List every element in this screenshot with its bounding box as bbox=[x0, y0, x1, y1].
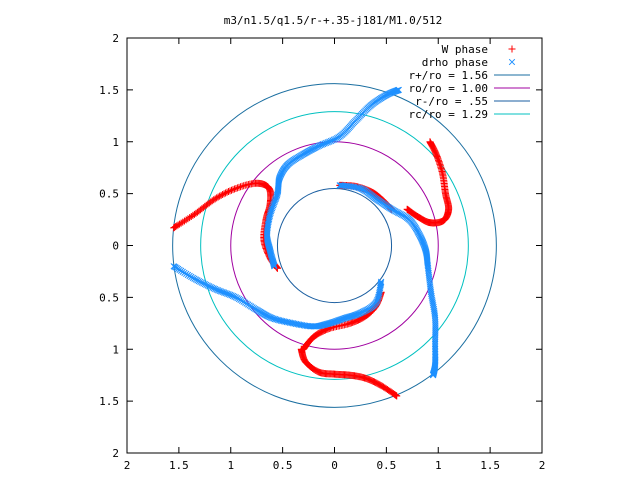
legend-label: r-/ro = .55 bbox=[415, 95, 488, 108]
data-point bbox=[273, 264, 281, 272]
legend-label: r+/ro = 1.56 bbox=[409, 69, 488, 82]
data-point bbox=[237, 183, 245, 191]
data-point bbox=[429, 372, 437, 379]
legend-label: W phase bbox=[442, 43, 488, 56]
data-point bbox=[330, 136, 338, 143]
circle-r-ro-55 bbox=[276, 187, 393, 304]
data-point bbox=[227, 186, 235, 194]
data-point bbox=[219, 191, 227, 199]
data-point bbox=[197, 278, 204, 286]
y-tick-label: 2 bbox=[112, 447, 119, 460]
data-point bbox=[350, 312, 357, 319]
legend-sample bbox=[508, 45, 516, 53]
data-point bbox=[229, 186, 237, 194]
legend-label: ro/ro = 1.00 bbox=[409, 82, 488, 95]
data-point bbox=[226, 187, 234, 195]
circle-r-ro-1-56 bbox=[172, 83, 497, 408]
data-point bbox=[232, 184, 240, 192]
data-point bbox=[235, 183, 243, 191]
series-w-phase bbox=[170, 138, 453, 400]
data-point bbox=[329, 137, 336, 144]
data-point bbox=[225, 188, 233, 196]
data-point bbox=[336, 316, 343, 324]
chart-title: m3/n1.5/q1.5/r-+.35-j181/M1.0/512 bbox=[224, 14, 443, 27]
data-point bbox=[333, 317, 341, 325]
data-point bbox=[270, 259, 277, 267]
x-tick-label: 1.5 bbox=[480, 459, 500, 472]
data-point bbox=[213, 194, 221, 202]
data-point bbox=[332, 318, 340, 325]
data-point bbox=[216, 192, 224, 200]
data-point bbox=[403, 205, 411, 213]
x-tick-label: 0.5 bbox=[273, 459, 293, 472]
data-point bbox=[200, 280, 207, 287]
y-tick-label: 0.5 bbox=[99, 188, 119, 201]
data-point bbox=[198, 279, 206, 286]
y-tick-label: 0 bbox=[112, 240, 119, 253]
legend-label: drho phase bbox=[422, 56, 488, 69]
series-drho-phase bbox=[170, 86, 439, 379]
data-point bbox=[214, 193, 222, 201]
data-point bbox=[217, 191, 225, 199]
data-point bbox=[339, 315, 346, 323]
y-tick-label: 1.5 bbox=[99, 395, 119, 408]
ticks-layer: 2 1.5 1 0.5 0 0.5 1 1.5 221.510.500.511.52 bbox=[99, 32, 545, 472]
data-point bbox=[351, 312, 359, 319]
legend-label: rc/ro = 1.29 bbox=[409, 108, 488, 121]
data-point bbox=[297, 345, 305, 353]
data-point bbox=[338, 316, 345, 323]
data-point bbox=[211, 195, 219, 203]
data-point bbox=[378, 278, 385, 285]
legend-sample bbox=[508, 58, 516, 66]
series-layer bbox=[170, 86, 453, 400]
y-tick-label: 1 bbox=[112, 343, 119, 356]
data-point bbox=[377, 280, 384, 287]
data-point bbox=[335, 317, 342, 324]
x-tick-label: 2 bbox=[539, 459, 546, 472]
data-point bbox=[330, 318, 337, 326]
data-point bbox=[222, 189, 230, 197]
data-point bbox=[420, 241, 428, 249]
y-tick-label: 1.5 bbox=[99, 84, 119, 97]
data-point bbox=[327, 137, 335, 145]
data-point bbox=[230, 185, 238, 193]
data-point bbox=[233, 184, 241, 192]
data-point bbox=[232, 294, 240, 301]
data-point bbox=[223, 188, 231, 196]
x-tick-label: 2 bbox=[124, 459, 131, 472]
x-tick-label: 0.5 bbox=[376, 459, 396, 472]
x-tick-label: 1.5 bbox=[169, 459, 189, 472]
y-tick-label: 2 bbox=[112, 32, 119, 45]
data-point bbox=[337, 316, 344, 323]
data-point bbox=[331, 318, 339, 325]
x-tick-label: 0 bbox=[331, 459, 338, 472]
x-tick-label: 1 bbox=[227, 459, 234, 472]
data-point bbox=[395, 86, 402, 94]
circle-rc-ro-1-29 bbox=[200, 111, 469, 380]
y-tick-label: 1 bbox=[112, 136, 119, 149]
circles-layer bbox=[172, 83, 497, 408]
data-point bbox=[231, 293, 238, 300]
data-point bbox=[220, 190, 228, 198]
y-tick-label: 0.5 bbox=[99, 291, 119, 304]
x-tick-label: 1 bbox=[435, 459, 442, 472]
